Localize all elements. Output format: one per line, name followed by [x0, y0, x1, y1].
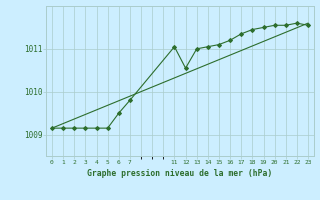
X-axis label: Graphe pression niveau de la mer (hPa): Graphe pression niveau de la mer (hPa)	[87, 169, 273, 178]
